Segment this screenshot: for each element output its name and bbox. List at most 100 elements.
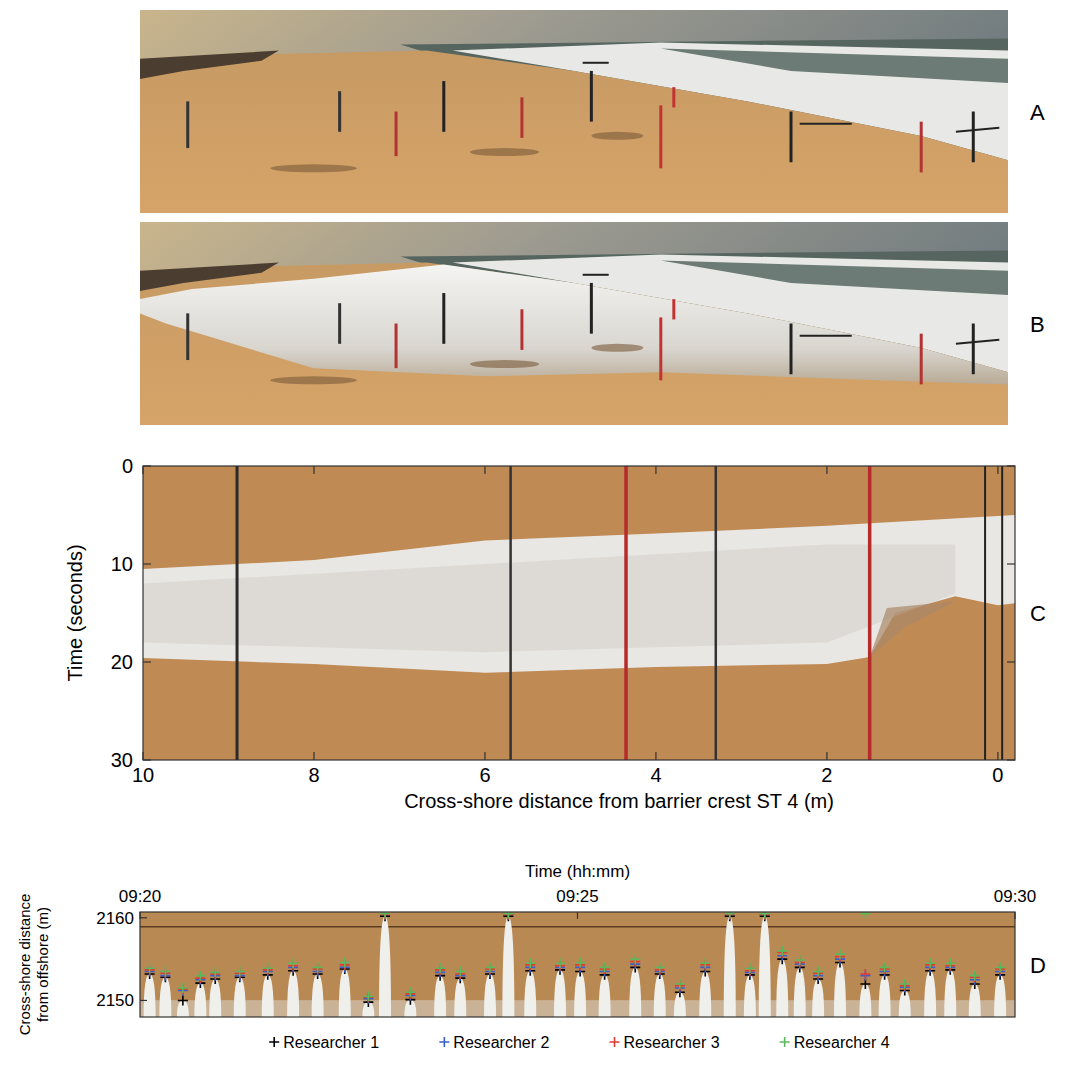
pick-marker (405, 987, 415, 997)
x-tick (826, 752, 827, 760)
x-tick-label: 2 (821, 764, 832, 786)
swash-spike (144, 974, 156, 1017)
dune (140, 51, 279, 79)
y-tick-label: 10 (111, 553, 133, 575)
y-tick (143, 759, 151, 760)
legend-label: Researcher 4 (794, 1034, 890, 1051)
pick-marker (263, 963, 273, 973)
legend-marker (439, 1037, 449, 1047)
page: {"photos": [{"label": "A"}, {"label": "B… (0, 0, 1067, 1066)
pick-marker (725, 912, 735, 919)
swash-spike (994, 975, 1006, 1017)
swash-spike (524, 971, 536, 1017)
swash-spike (339, 969, 351, 1017)
x-tick-label: 09:25 (556, 887, 599, 906)
pick-marker (178, 995, 188, 1005)
sea-band (661, 261, 1008, 296)
debris (270, 376, 357, 384)
x-tick-label: 09:30 (994, 887, 1037, 906)
y-tick (140, 1000, 147, 1001)
swash-spike (484, 974, 496, 1017)
pick-marker (555, 958, 565, 968)
legend-label: Researcher 3 (624, 1034, 720, 1051)
image-line (140, 926, 1015, 928)
image-ground (143, 466, 1015, 760)
stake-trace (715, 466, 718, 760)
pick-marker (178, 984, 188, 994)
pick-marker (363, 991, 373, 1001)
pick-marker (813, 967, 823, 977)
pick-marker (160, 967, 170, 977)
pick-marker (760, 912, 770, 919)
frame-bar (583, 274, 609, 276)
swash-spike (699, 972, 711, 1017)
stake (186, 313, 189, 360)
stake (972, 112, 975, 163)
swash-spike (599, 975, 611, 1017)
y-tick (1007, 465, 1015, 466)
pick-marker (145, 963, 155, 973)
panel-letter: B (1030, 312, 1045, 337)
swash-spike (879, 975, 891, 1017)
series (145, 912, 1006, 1001)
series (145, 912, 1006, 1007)
sky (140, 10, 1008, 213)
x-axis-title: Cross-shore distance from barrier crest … (404, 790, 834, 812)
swash-spike (287, 971, 299, 1017)
stake (672, 87, 675, 107)
swash-spike (924, 971, 936, 1017)
swash-edge (870, 601, 956, 657)
swash-spike (794, 967, 806, 1017)
swash-spike (554, 970, 566, 1017)
stake (590, 283, 593, 334)
x-tick (142, 466, 143, 474)
pick-marker (210, 967, 220, 977)
title-line: from offshore (m) (34, 907, 51, 1022)
sky (140, 222, 1008, 425)
pick-marker (655, 962, 665, 972)
y-tick-label: 30 (111, 749, 133, 771)
pick-marker (380, 912, 390, 919)
stake (590, 71, 593, 122)
plot-frame (143, 466, 1015, 760)
pick-marker (860, 912, 870, 919)
pick-marker (995, 962, 1005, 972)
pick-marker (925, 958, 935, 968)
frame-bar (800, 335, 852, 337)
y-tick (1007, 759, 1015, 760)
pick-marker (313, 962, 323, 972)
pick-marker (725, 912, 735, 919)
sand (140, 263, 1008, 425)
stake (659, 105, 662, 168)
title-line: Cross-shore distance (16, 894, 33, 1036)
x-tick (655, 466, 656, 474)
pick-marker (725, 912, 735, 919)
stake (186, 101, 189, 148)
pick-marker (503, 912, 513, 919)
swash-spike (812, 979, 824, 1017)
x-tick-label: 10 (132, 764, 154, 786)
y-tick (143, 465, 151, 466)
sea-band (661, 49, 1008, 84)
plot-area (143, 466, 1015, 760)
swash-spike (159, 977, 171, 1017)
pick-marker (455, 967, 465, 977)
swash-spike (744, 975, 756, 1017)
pick-marker (795, 955, 805, 965)
x-tick-label: 4 (650, 764, 661, 786)
y-tick (143, 563, 151, 564)
pick-marker (777, 946, 787, 956)
x-tick (826, 466, 827, 474)
x-axis-title: Time (hh:mm) (525, 862, 630, 881)
y-axis-title: Time (seconds) (64, 544, 86, 681)
x-tick (313, 752, 314, 760)
series (145, 912, 1006, 1002)
legend-label: Researcher 2 (453, 1034, 549, 1051)
swash-spike (759, 916, 771, 1017)
y-tick-label: 2160 (96, 909, 134, 928)
swash-spike (629, 967, 641, 1017)
pick-marker (575, 957, 585, 967)
pick-marker (860, 969, 870, 979)
pick-marker (380, 912, 390, 919)
image-ground (140, 912, 1015, 1017)
